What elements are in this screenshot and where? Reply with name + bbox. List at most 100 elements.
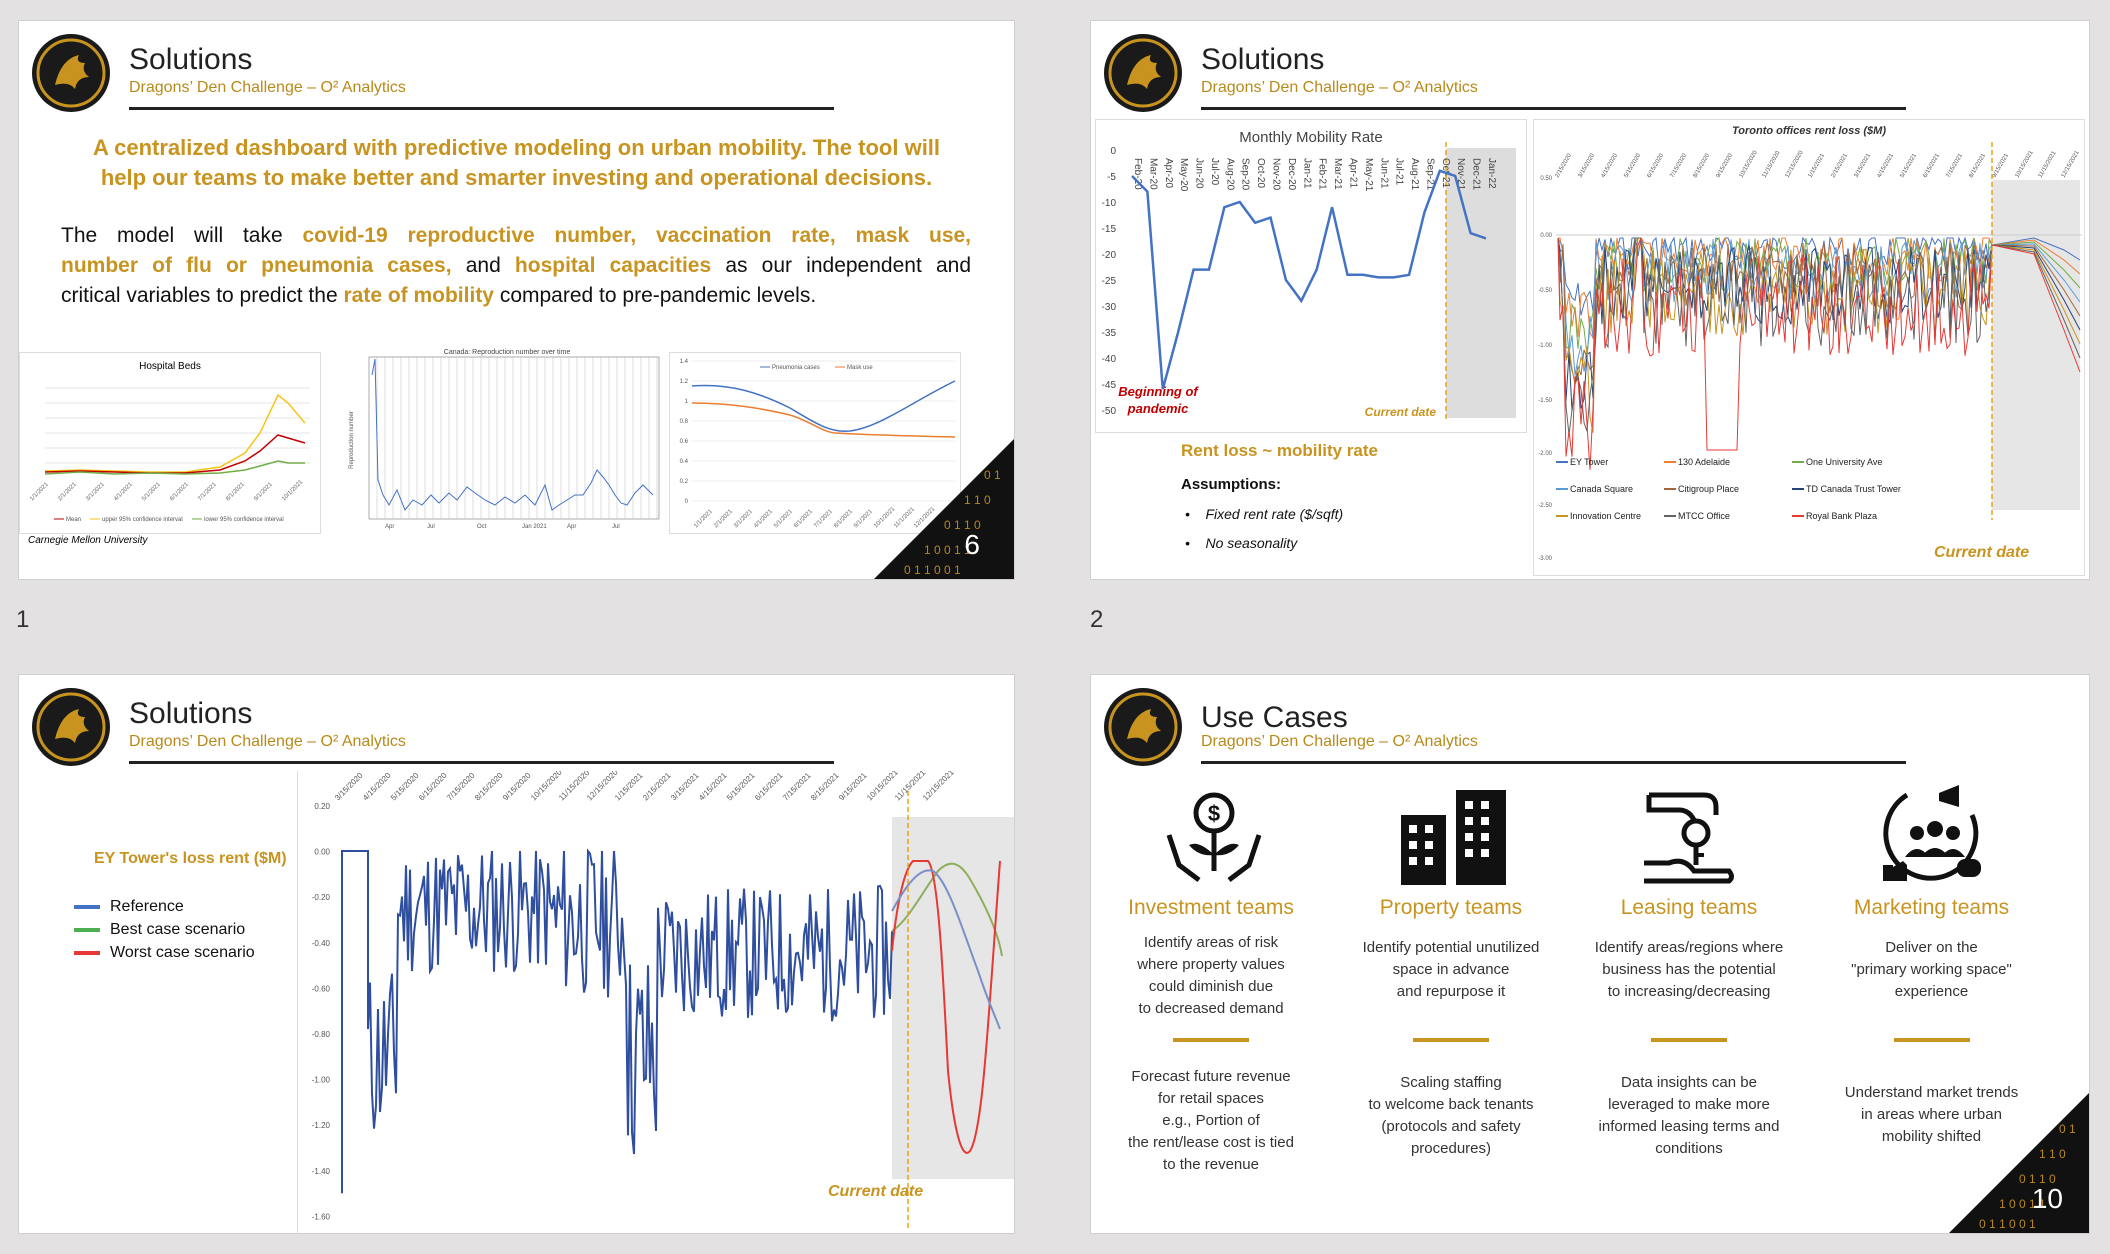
legend-label: Canada Square (1570, 484, 1633, 494)
mobility-title: Monthly Mobility Rate (1239, 129, 1382, 146)
x-tick-label: Jan-22 (1486, 158, 1497, 189)
y-tick-label: -50 (1102, 406, 1117, 417)
chart-title: Hospital Beds (139, 361, 201, 372)
reference-line (341, 848, 893, 1194)
y-tick-label: -1.40 (312, 1167, 331, 1176)
svg-text:Oct: Oct (477, 524, 487, 530)
x-tick-label: Sep-21 (1424, 158, 1435, 191)
x-tick-label: Feb-20 (1132, 158, 1143, 190)
svg-text:-1.00: -1.00 (1538, 343, 1552, 349)
svg-text:0 1: 0 1 (2059, 1122, 2076, 1136)
worst-case-line (891, 860, 1001, 1154)
slide-thumbnail-2[interactable]: Solutions Dragons’ Den Challenge – O² An… (1090, 20, 2090, 580)
y-tick-label: 0 (1110, 146, 1116, 157)
team-description: Identify potential unutilized space in ad… (1362, 939, 1540, 1000)
title-divider (129, 761, 834, 764)
team-name: Property teams (1379, 896, 1523, 919)
svg-text:-1.50: -1.50 (1538, 398, 1552, 404)
x-tick-label: 12/15/2020 (1785, 149, 1806, 179)
legend-label: One University Ave (1806, 457, 1882, 467)
svg-text:0.2: 0.2 (680, 479, 689, 485)
slide-title: Use Cases (1201, 701, 1348, 734)
x-tick-label: Dec-20 (1286, 158, 1297, 191)
x-tick-label: 8/1/2021 (833, 508, 854, 529)
slide-thumbnail-1[interactable]: Solutions Dragons’ Den Challenge – O² An… (18, 20, 1015, 580)
toronto-rent-loss-chart: Toronto offices rent loss ($M) 2/15/2020… (1533, 119, 2085, 576)
current-date-big: Current date (1934, 544, 2029, 561)
rent-loss-heading: Rent loss ~ mobility rate (1181, 441, 1378, 460)
x-tick-label: Sep-20 (1240, 158, 1251, 191)
team-note: Forecast future revenue for retail spaces… (1128, 1068, 1294, 1173)
x-tick-label: 9/15/2020 (1716, 152, 1735, 179)
rent-loss-plot: Toronto offices rent loss ($M) 2/15/2020… (1538, 125, 2082, 562)
x-tick-label: Nov-21 (1455, 158, 1466, 191)
legend-mean: Mean (66, 517, 81, 523)
team-divider (1413, 1038, 1489, 1042)
key-hand-icon (1644, 792, 1734, 884)
x-tick-label: 7/15/2020 (1670, 152, 1689, 179)
x-tick-label: 8/15/2021 (809, 771, 841, 802)
y-tick-label: 0.00 (314, 848, 330, 857)
svg-text:1 0 0 1 1: 1 0 0 1 1 (1999, 1197, 2046, 1211)
rent-chart-title: Toronto offices rent loss ($M) (1732, 125, 1886, 137)
y-tick-label: -15 (1102, 224, 1117, 235)
mean-line (44, 434, 306, 474)
team-description: Deliver on the "primary working space" exp… (1851, 939, 2012, 1000)
y-tick-label: -0.20 (312, 893, 331, 902)
reproduction-number-chart: Canada: Reproduction number over time Re… (347, 345, 667, 541)
x-tick-label: 9/1/2021 (853, 508, 874, 529)
pandemic-label: pandemic (1127, 401, 1189, 416)
svg-text:-2.50: -2.50 (1538, 503, 1552, 509)
y-tick-label: -35 (1102, 328, 1117, 339)
y-tick-label: -1.00 (312, 1076, 331, 1085)
svg-text:0.6: 0.6 (680, 439, 689, 445)
x-tick-label: 12/15/2021 (921, 771, 956, 802)
page-number: 6 (964, 529, 980, 560)
y-tick-label: 0.20 (314, 802, 330, 811)
svg-text:$: $ (1208, 801, 1220, 826)
x-tick-label: Aug-20 (1224, 158, 1235, 191)
svg-text:-0.50: -0.50 (1538, 288, 1552, 294)
x-tick-label: May-20 (1178, 158, 1189, 192)
forecast-shade (892, 817, 1014, 1179)
svg-text:0 1 1 0: 0 1 1 0 (2019, 1172, 2056, 1186)
svg-text:0.00: 0.00 (1540, 233, 1552, 239)
svg-text:Canada: Reproduction number ov: Canada: Reproduction number over time (444, 349, 571, 356)
current-date-label: Current date (828, 1183, 923, 1200)
team-divider (1173, 1038, 1249, 1042)
legend-label: EY Tower (1570, 457, 1608, 467)
rent-series-line (1557, 237, 2081, 435)
x-tick-label: Apr-20 (1163, 158, 1174, 188)
x-tick-label: 4/1/2021 (753, 508, 774, 529)
slide-subtitle: Dragons’ Den Challenge – O² Analytics (1201, 733, 1478, 750)
x-tick-label: 8/15/2020 (473, 771, 505, 802)
slide-subtitle: Dragons’ Den Challenge – O² Analytics (129, 733, 406, 750)
x-tick-label: 9/15/2020 (501, 771, 533, 802)
assumption-item: • Fixed rent rate ($/sqft) (1185, 506, 1344, 522)
x-tick-label: 7/15/2020 (445, 771, 477, 802)
team-name: Investment teams (1128, 896, 1294, 919)
x-tick-label: Jun-21 (1378, 158, 1389, 189)
slide-thumbnail-4[interactable]: Use Cases Dragons’ Den Challenge – O² An… (1090, 674, 2090, 1234)
x-tick-label: 7/15/2021 (1946, 152, 1965, 179)
x-tick-label: Aug-21 (1409, 158, 1420, 191)
reference-forecast-line (891, 869, 1001, 1030)
team-note: Scaling staffing to welcome back tenants(… (1368, 1074, 1534, 1157)
slide-title: Solutions (1201, 43, 1325, 76)
x-tick-label: 4/15/2020 (1601, 152, 1620, 179)
team-note: Understand market trends in areas where u… (1844, 1084, 2019, 1145)
legend-item-reference: Reference (74, 895, 255, 918)
slide-thumbnail-3[interactable]: Solutions Dragons’ Den Challenge – O² An… (18, 674, 1015, 1234)
x-tick-label: 4/15/2021 (1877, 152, 1896, 179)
x-tick-label: 5/15/2020 (389, 771, 421, 802)
x-tick-label: 2/15/2021 (641, 771, 673, 802)
megaphone-people-icon (1882, 785, 1981, 881)
x-tick-label: 6/15/2021 (753, 771, 785, 802)
x-tick-label: 11/15/2021 (2038, 150, 2058, 179)
x-tick-label: 4/15/2021 (697, 771, 729, 802)
svg-text:Jan 2021: Jan 2021 (522, 524, 547, 530)
svg-text:0: 0 (685, 499, 689, 505)
x-tick-label: 10/15/2020 (1739, 149, 1760, 179)
svg-text:Apr: Apr (385, 524, 394, 530)
x-tick-label: 3/15/2020 (333, 771, 365, 802)
